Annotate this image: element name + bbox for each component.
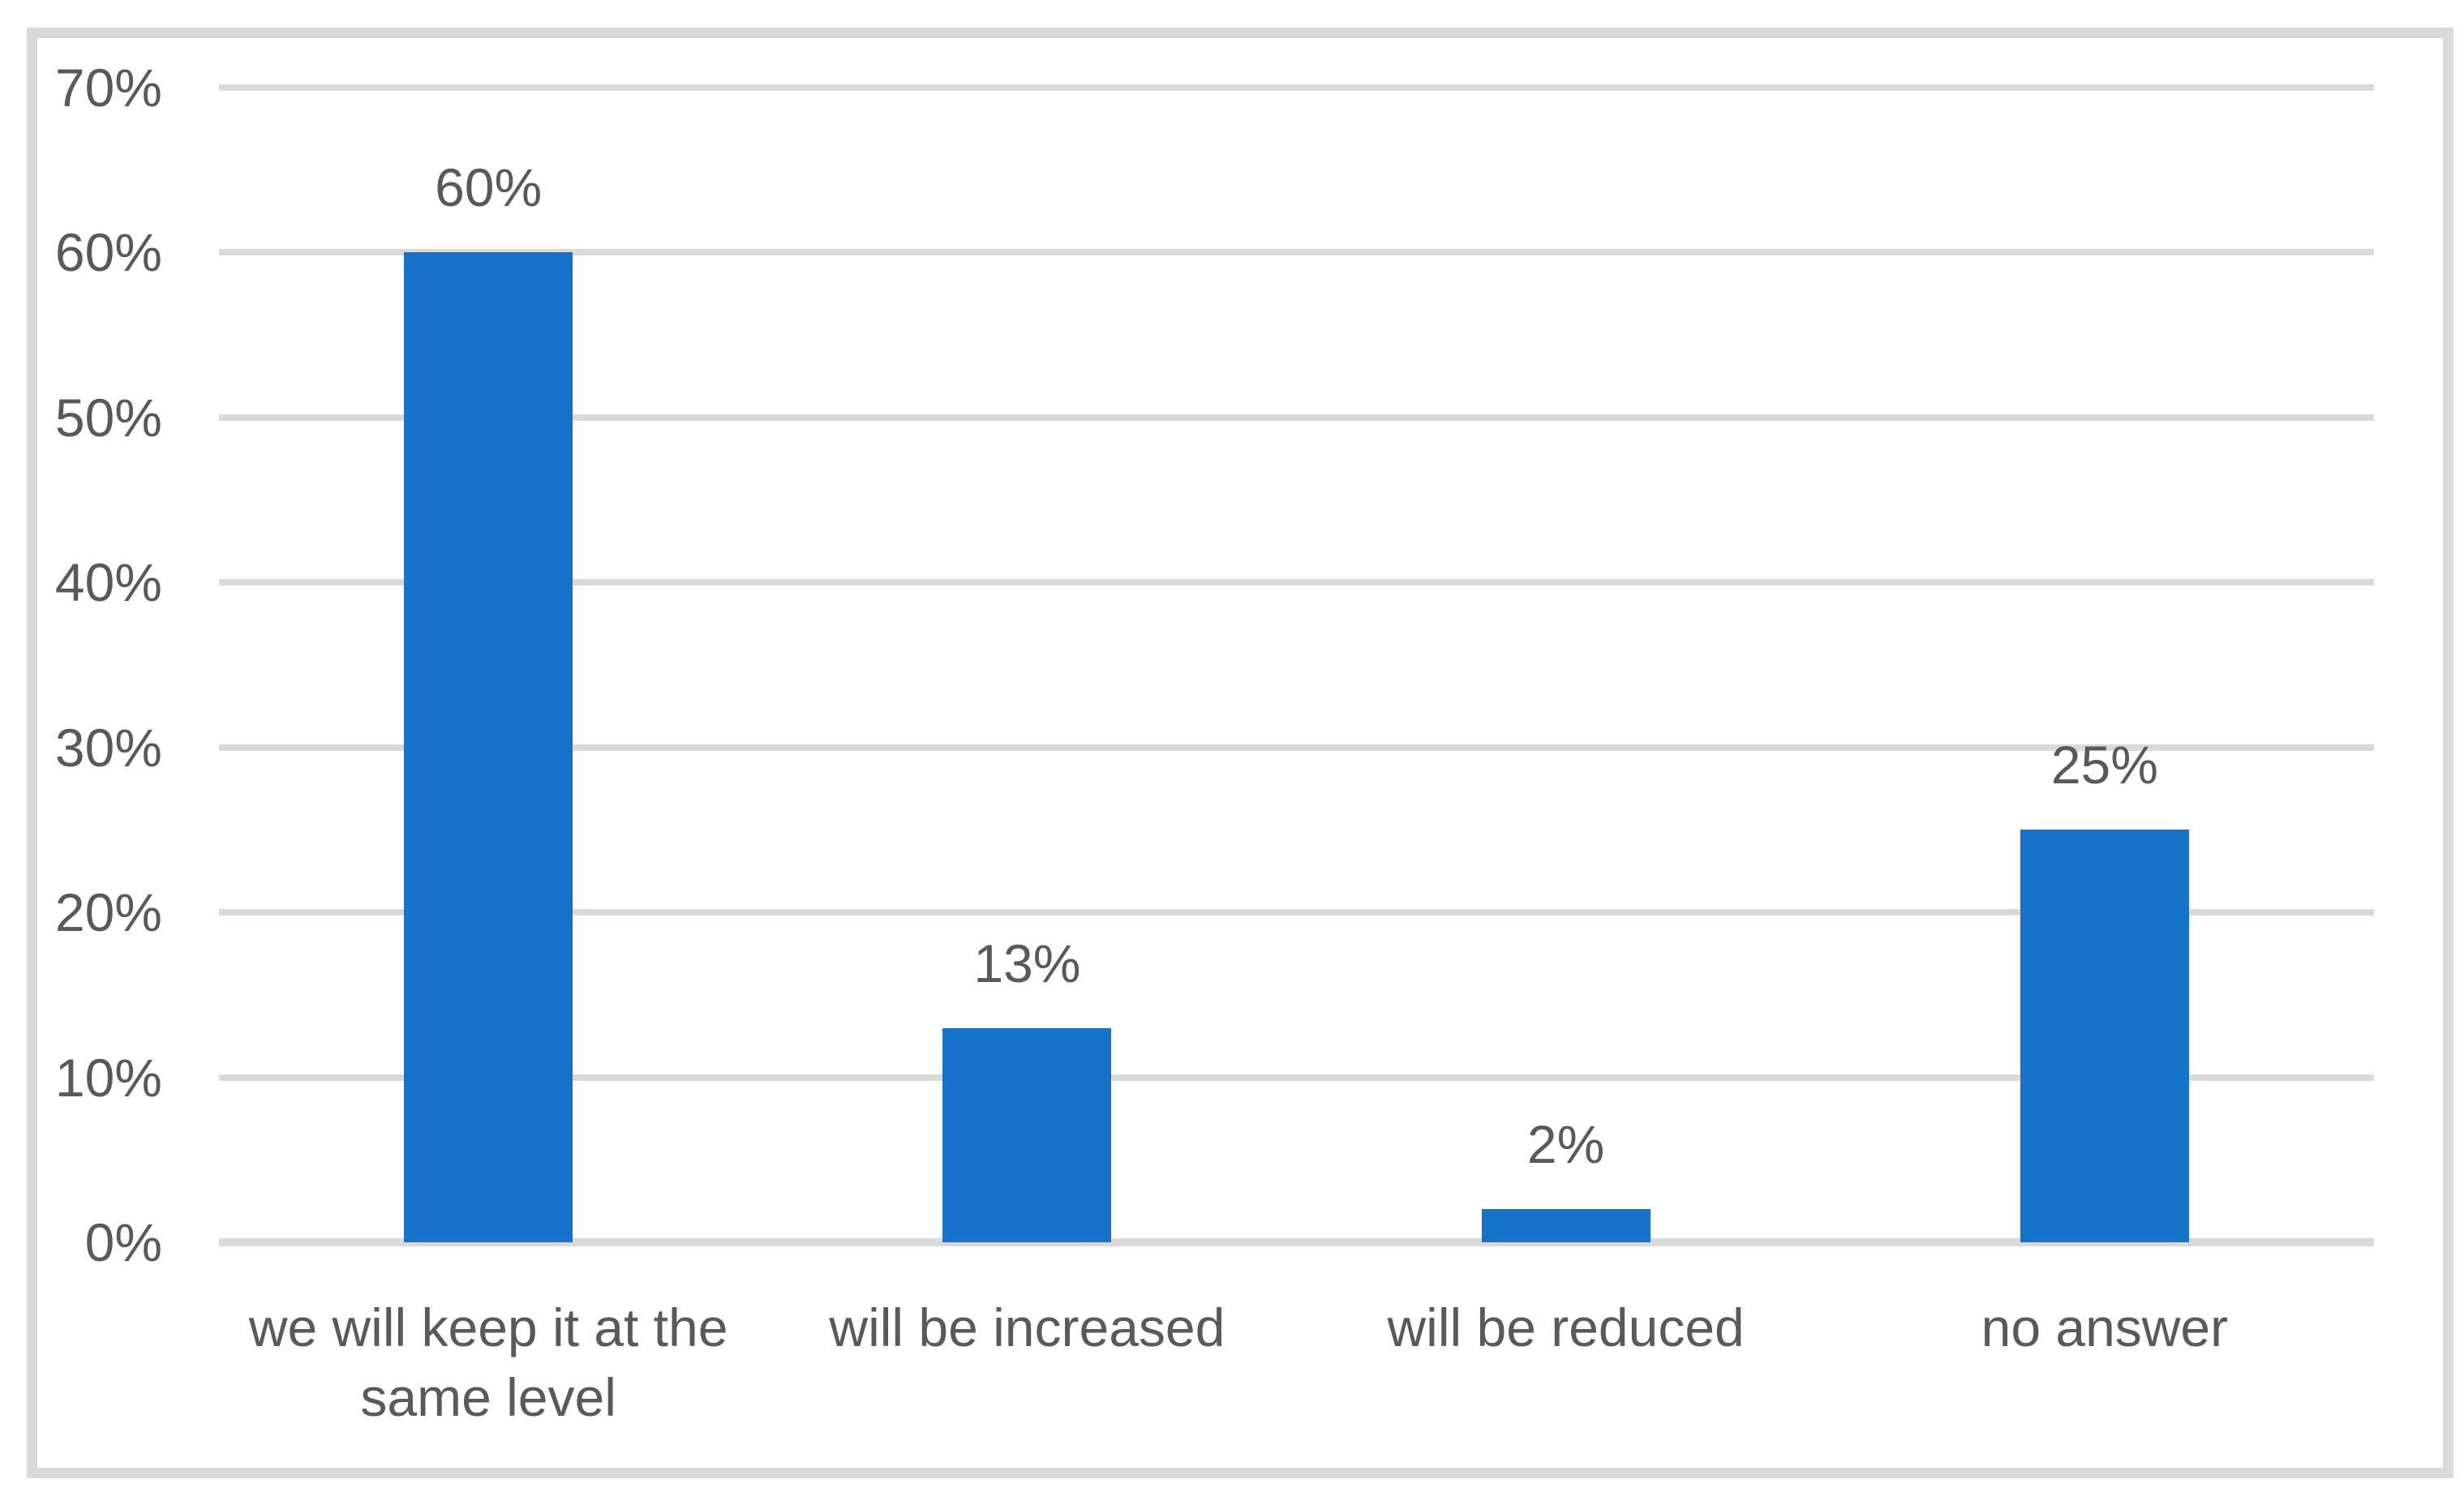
y-tick-label: 50% bbox=[54, 387, 162, 448]
x-category-label-line: will be reduced bbox=[1387, 1297, 1745, 1357]
y-tick-label: 20% bbox=[54, 882, 162, 943]
x-category-label-line: will be increased bbox=[829, 1297, 1226, 1357]
x-category-label: will be reduced bbox=[1273, 1293, 1860, 1362]
y-tick-label: 10% bbox=[54, 1047, 162, 1108]
x-category-label-line: same level bbox=[360, 1367, 616, 1427]
x-category-label: will be increased bbox=[733, 1293, 1320, 1362]
bar bbox=[2020, 830, 2189, 1242]
y-tick-label: 70% bbox=[54, 58, 162, 118]
gridline bbox=[219, 744, 2374, 751]
gridline bbox=[219, 579, 2374, 586]
data-label: 60% bbox=[435, 157, 543, 218]
data-label: 13% bbox=[973, 933, 1081, 993]
bar bbox=[1481, 1209, 1651, 1242]
gridline bbox=[219, 249, 2374, 256]
bar bbox=[942, 1027, 1112, 1242]
plot-area: 60% 13% 2% 25% bbox=[219, 84, 2374, 1246]
gridline bbox=[219, 909, 2374, 916]
y-tick-label: 60% bbox=[54, 222, 162, 283]
x-category-label: no answer bbox=[1811, 1293, 2398, 1362]
x-category-label-line: no answer bbox=[1981, 1297, 2229, 1357]
x-axis-line bbox=[219, 1238, 2374, 1246]
x-category-label: we will keep it at the same level bbox=[195, 1293, 782, 1432]
y-tick-label: 40% bbox=[54, 552, 162, 613]
gridline bbox=[219, 84, 2374, 91]
bar bbox=[404, 252, 573, 1242]
gridline bbox=[219, 414, 2374, 421]
gridline bbox=[219, 1074, 2374, 1081]
y-tick-label: 30% bbox=[54, 717, 162, 778]
data-label: 25% bbox=[2050, 735, 2158, 795]
x-category-label-line: we will keep it at the bbox=[248, 1297, 728, 1357]
y-tick-label: 0% bbox=[84, 1212, 162, 1272]
data-label: 2% bbox=[1526, 1114, 1605, 1175]
